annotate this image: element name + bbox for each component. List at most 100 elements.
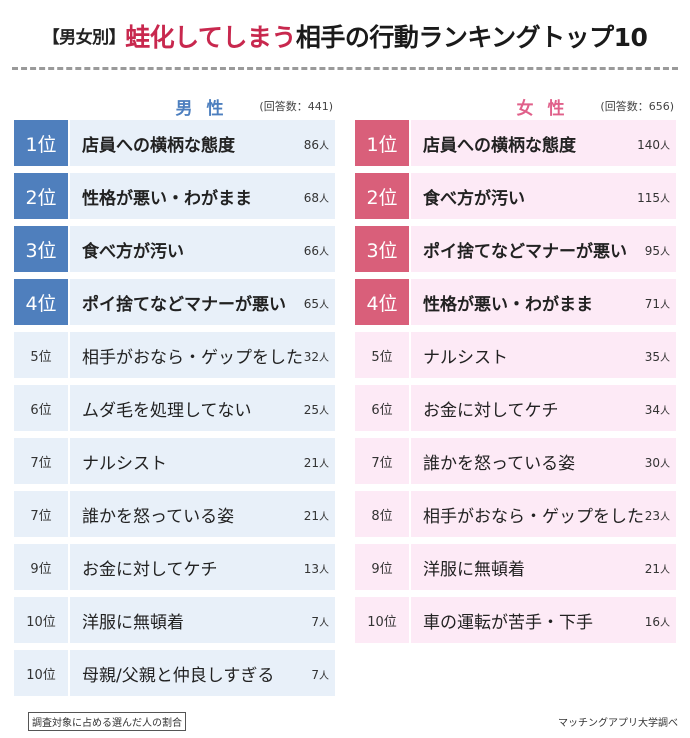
behavior-label: 相手がおなら・ゲップをした [423, 506, 644, 527]
female-ranking-column: 女 性 (回答数：656) 1位 店員への横柄な態度 140人 2位 食べ方が汚い 11… [355, 94, 676, 650]
rank-badge: 9位 [14, 544, 68, 590]
dashed-divider [12, 67, 678, 70]
ranking-row: 8位 相手がおなら・ゲップをした 23人 [355, 491, 676, 537]
ranking-row: 3位 食べ方が汚い 66人 [14, 226, 335, 272]
ranking-row: 4位 性格が悪い・わがまま 71人 [355, 279, 676, 325]
ranking-row: 10位 車の運転が苦手・下手 16人 [355, 597, 676, 643]
vote-count: 21人 [303, 456, 329, 470]
vote-count: 35人 [644, 350, 670, 364]
behavior-label: お金に対してケチ [82, 559, 218, 580]
rank-badge: 6位 [355, 385, 409, 431]
ranking-row: 1位 店員への横柄な態度 86人 [14, 120, 335, 166]
behavior-label: 洋服に無頓着 [82, 612, 184, 633]
vote-count: 21人 [644, 562, 670, 576]
ranking-row: 2位 食べ方が汚い 115人 [355, 173, 676, 219]
rank-badge: 4位 [14, 279, 68, 325]
rank-badge: 2位 [14, 173, 68, 219]
rank-badge: 10位 [355, 597, 409, 643]
vote-count: 23人 [644, 509, 670, 523]
vote-count: 71人 [644, 297, 670, 311]
behavior-label: 誰かを怒っている姿 [82, 506, 235, 527]
ranking-row: 5位 ナルシスト 35人 [355, 332, 676, 378]
behavior-label: 食べ方が汚い [423, 188, 525, 209]
ranking-row: 4位 ポイ捨てなどマナーが悪い 65人 [14, 279, 335, 325]
vote-count: 7人 [311, 668, 329, 682]
behavior-label: 性格が悪い・わがまま [423, 294, 593, 315]
source-credit: マッチングアプリ大学調べ [558, 718, 678, 729]
rank-badge: 7位 [14, 491, 68, 537]
behavior-label: 食べ方が汚い [82, 241, 184, 262]
behavior-label: 店員への横柄な態度 [82, 135, 235, 156]
rank-badge: 4位 [355, 279, 409, 325]
behavior-label: ナルシスト [82, 453, 167, 474]
rank-badge: 3位 [355, 226, 409, 272]
male-ranking-column: 男 性 (回答数：441) 1位 店員への横柄な態度 86人 2位 性格が悪い・わがま… [14, 94, 335, 703]
ranking-row: 5位 相手がおなら・ゲップをした 32人 [14, 332, 335, 378]
female-column-header: 女 性 (回答数：656) [355, 94, 676, 120]
ranking-row: 9位 洋服に無頓着 21人 [355, 544, 676, 590]
vote-count: 66人 [303, 244, 329, 258]
ranking-row: 1位 店員への横柄な態度 140人 [355, 120, 676, 166]
rank-badge: 9位 [355, 544, 409, 590]
vote-count: 140人 [637, 138, 670, 152]
rank-badge: 7位 [14, 438, 68, 484]
vote-count: 68人 [303, 191, 329, 205]
ranking-row: 2位 性格が悪い・わがまま 68人 [14, 173, 335, 219]
behavior-label: 性格が悪い・わがまま [82, 188, 252, 209]
vote-count: 7人 [311, 615, 329, 629]
behavior-label: 車の運転が苦手・下手 [423, 612, 593, 633]
behavior-label: ポイ捨てなどマナーが悪い [82, 294, 286, 315]
vote-count: 21人 [303, 509, 329, 523]
female-ranking-list: 1位 店員への横柄な態度 140人 2位 食べ方が汚い 115人 3位 ポイ捨てなどマナー… [355, 120, 676, 643]
behavior-label: ナルシスト [423, 347, 508, 368]
behavior-label: 母親/父親と仲良しすぎる [82, 665, 275, 686]
female-label: 女 性 [516, 99, 569, 119]
male-ranking-list: 1位 店員への横柄な態度 86人 2位 性格が悪い・わがまま 68人 3位 食べ方が汚い 6… [14, 120, 335, 696]
behavior-label: ポイ捨てなどマナーが悪い [423, 241, 627, 262]
female-respondent-count: (回答数：656) [600, 100, 674, 113]
ranking-row: 6位 ムダ毛を処理してない 25人 [14, 385, 335, 431]
rank-badge: 7位 [355, 438, 409, 484]
title-accent: 蛙化してしまう [125, 23, 296, 52]
male-column-header: 男 性 (回答数：441) [14, 94, 335, 120]
vote-count: 25人 [303, 403, 329, 417]
vote-count: 86人 [303, 138, 329, 152]
male-respondent-count: (回答数：441) [259, 100, 333, 113]
ranking-row: 3位 ポイ捨てなどマナーが悪い 95人 [355, 226, 676, 272]
vote-count: 115人 [637, 191, 670, 205]
behavior-label: 相手がおなら・ゲップをした [82, 347, 303, 368]
ranking-row: 6位 お金に対してケチ 34人 [355, 385, 676, 431]
vote-count: 32人 [303, 350, 329, 364]
ranking-row: 10位 母親/父親と仲良しすぎる 7人 [14, 650, 335, 696]
ranking-row: 7位 ナルシスト 21人 [14, 438, 335, 484]
rank-badge: 5位 [14, 332, 68, 378]
vote-count: 34人 [644, 403, 670, 417]
ranking-row: 7位 誰かを怒っている姿 21人 [14, 491, 335, 537]
rank-badge: 1位 [355, 120, 409, 166]
rank-badge: 1位 [14, 120, 68, 166]
title-bracket-label: 【男女別】 [42, 28, 126, 48]
title-rest: 相手の行動ランキングトップ10 [295, 23, 648, 52]
rank-badge: 2位 [355, 173, 409, 219]
rank-badge: 3位 [14, 226, 68, 272]
behavior-label: 洋服に無頓着 [423, 559, 525, 580]
vote-count: 95人 [644, 244, 670, 258]
page-title: 【男女別】蛙化してしまう相手の行動ランキングトップ10 [0, 18, 690, 54]
ranking-row: 10位 洋服に無頓着 7人 [14, 597, 335, 643]
behavior-label: お金に対してケチ [423, 400, 559, 421]
rank-badge: 5位 [355, 332, 409, 378]
ranking-row: 9位 お金に対してケチ 13人 [14, 544, 335, 590]
behavior-label: ムダ毛を処理してない [82, 400, 252, 421]
rank-badge: 10位 [14, 597, 68, 643]
vote-count: 65人 [303, 297, 329, 311]
male-label: 男 性 [175, 99, 228, 119]
footnote: 調査対象に占める選んだ人の割合 [28, 712, 186, 731]
rank-badge: 8位 [355, 491, 409, 537]
rank-badge: 10位 [14, 650, 68, 696]
behavior-label: 誰かを怒っている姿 [423, 453, 576, 474]
rank-badge: 6位 [14, 385, 68, 431]
vote-count: 30人 [644, 456, 670, 470]
vote-count: 16人 [644, 615, 670, 629]
behavior-label: 店員への横柄な態度 [423, 135, 576, 156]
ranking-row: 7位 誰かを怒っている姿 30人 [355, 438, 676, 484]
